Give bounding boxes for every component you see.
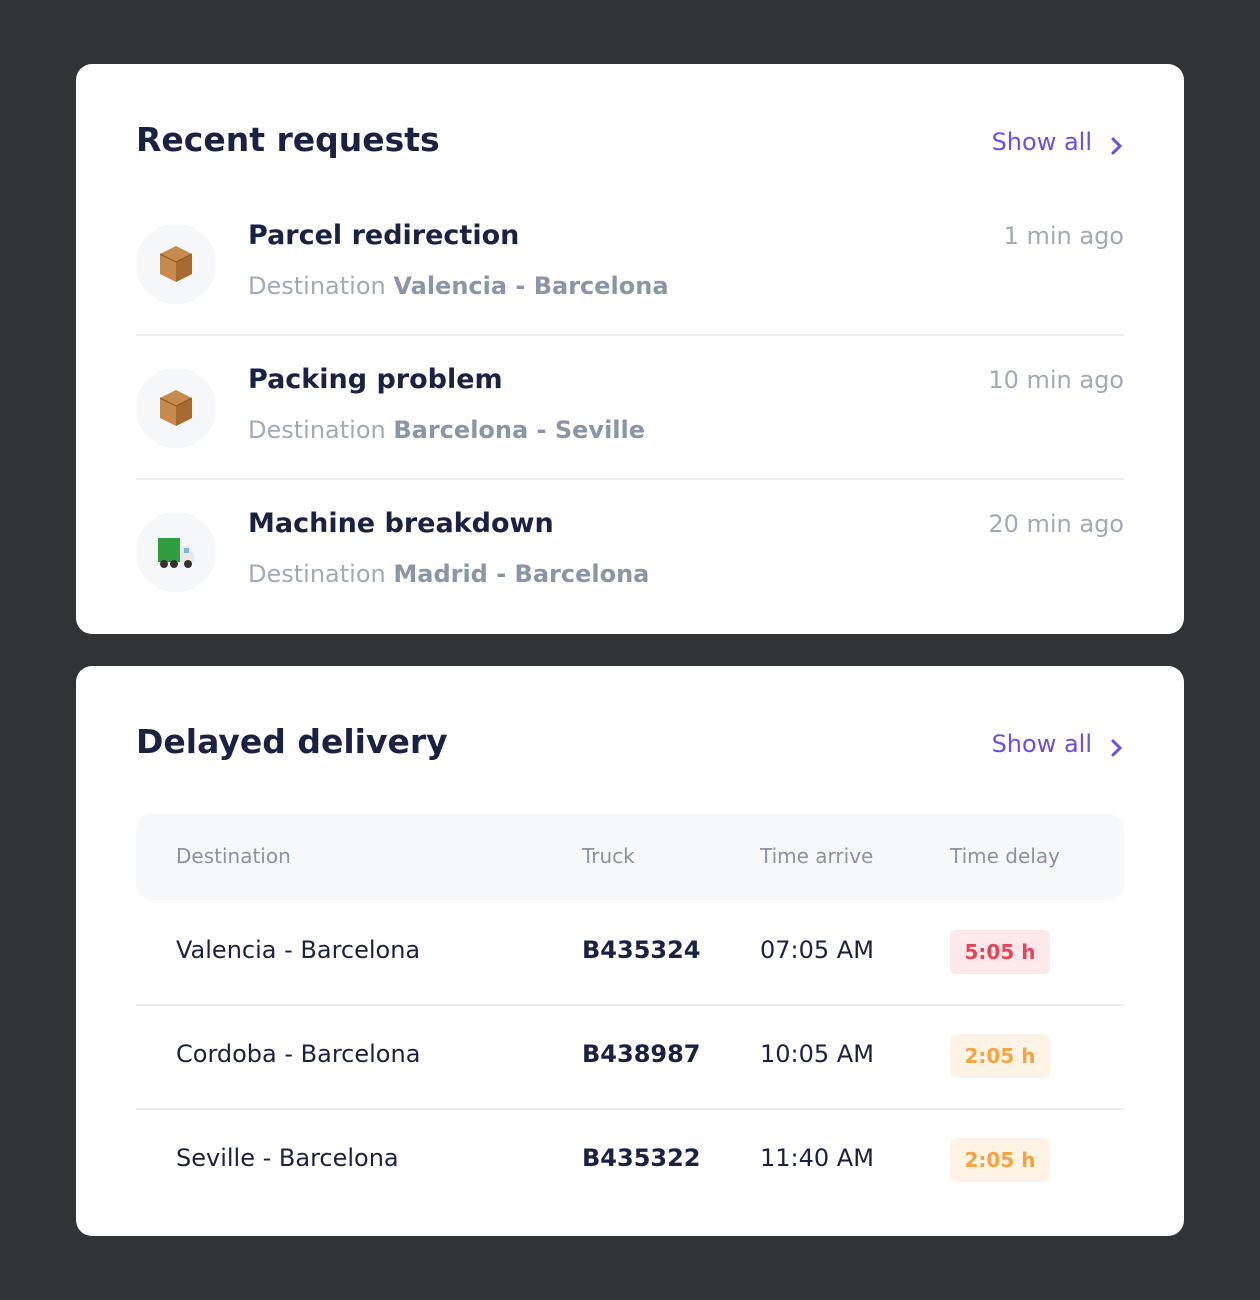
column-header: Destination [176,844,291,868]
chevron-icon[interactable] [1110,738,1124,758]
request-destination: Destination Madrid - Barcelona [248,560,649,588]
delay-badge: 2:05 h [950,1138,1050,1182]
card-title: Recent requests [136,120,440,159]
cell: B435322 [582,1144,701,1172]
show-all-link[interactable]: Show all [991,730,1092,758]
cell: Seville - Barcelona [176,1144,399,1172]
divider [136,1108,1124,1110]
table-header [136,814,1124,900]
column-header: Truck [582,844,635,868]
recent-requests-card: Recent requests Show all Parcel redirect… [76,64,1184,634]
delay-badge: 5:05 h [950,930,1050,974]
destination-label: Destination [248,560,386,588]
column-header: Time delay [950,844,1060,868]
cell: Valencia - Barcelona [176,936,421,964]
cell: 07:05 AM [760,936,874,964]
request-title: Machine breakdown [248,508,554,539]
destination-label: Destination [248,272,386,300]
column-header: Time arrive [760,844,874,868]
delay-badge: 2:05 h [950,1034,1050,1078]
request-title: Parcel redirection [248,220,520,251]
divider [136,478,1124,480]
request-time: 10 min ago [988,366,1124,394]
request-title: Packing problem [248,364,503,395]
delayed-delivery-card: Delayed delivery Show all Destination Tr… [76,666,1184,1236]
cell: 11:40 AM [760,1144,874,1172]
cell: B435324 [582,936,701,964]
card-title: Delayed delivery [136,722,448,761]
parcel-icon [136,368,216,448]
request-time: 1 min ago [1003,222,1124,250]
cell: 10:05 AM [760,1040,874,1068]
request-destination: Destination Valencia - Barcelona [248,272,669,300]
show-all-link[interactable]: Show all [991,128,1092,156]
parcel-icon [136,224,216,304]
cell: B438987 [582,1040,701,1068]
request-destination: Destination Barcelona - Seville [248,416,645,444]
divider [136,334,1124,336]
route: Barcelona - Seville [393,416,646,444]
divider [136,1004,1124,1006]
truck-icon [136,512,216,592]
destination-label: Destination [248,416,386,444]
cell: Cordoba - Barcelona [176,1040,421,1068]
route: Madrid - Barcelona [393,560,650,588]
chevron-icon[interactable] [1110,136,1124,156]
request-time: 20 min ago [988,510,1124,538]
route: Valencia - Barcelona [393,272,669,300]
